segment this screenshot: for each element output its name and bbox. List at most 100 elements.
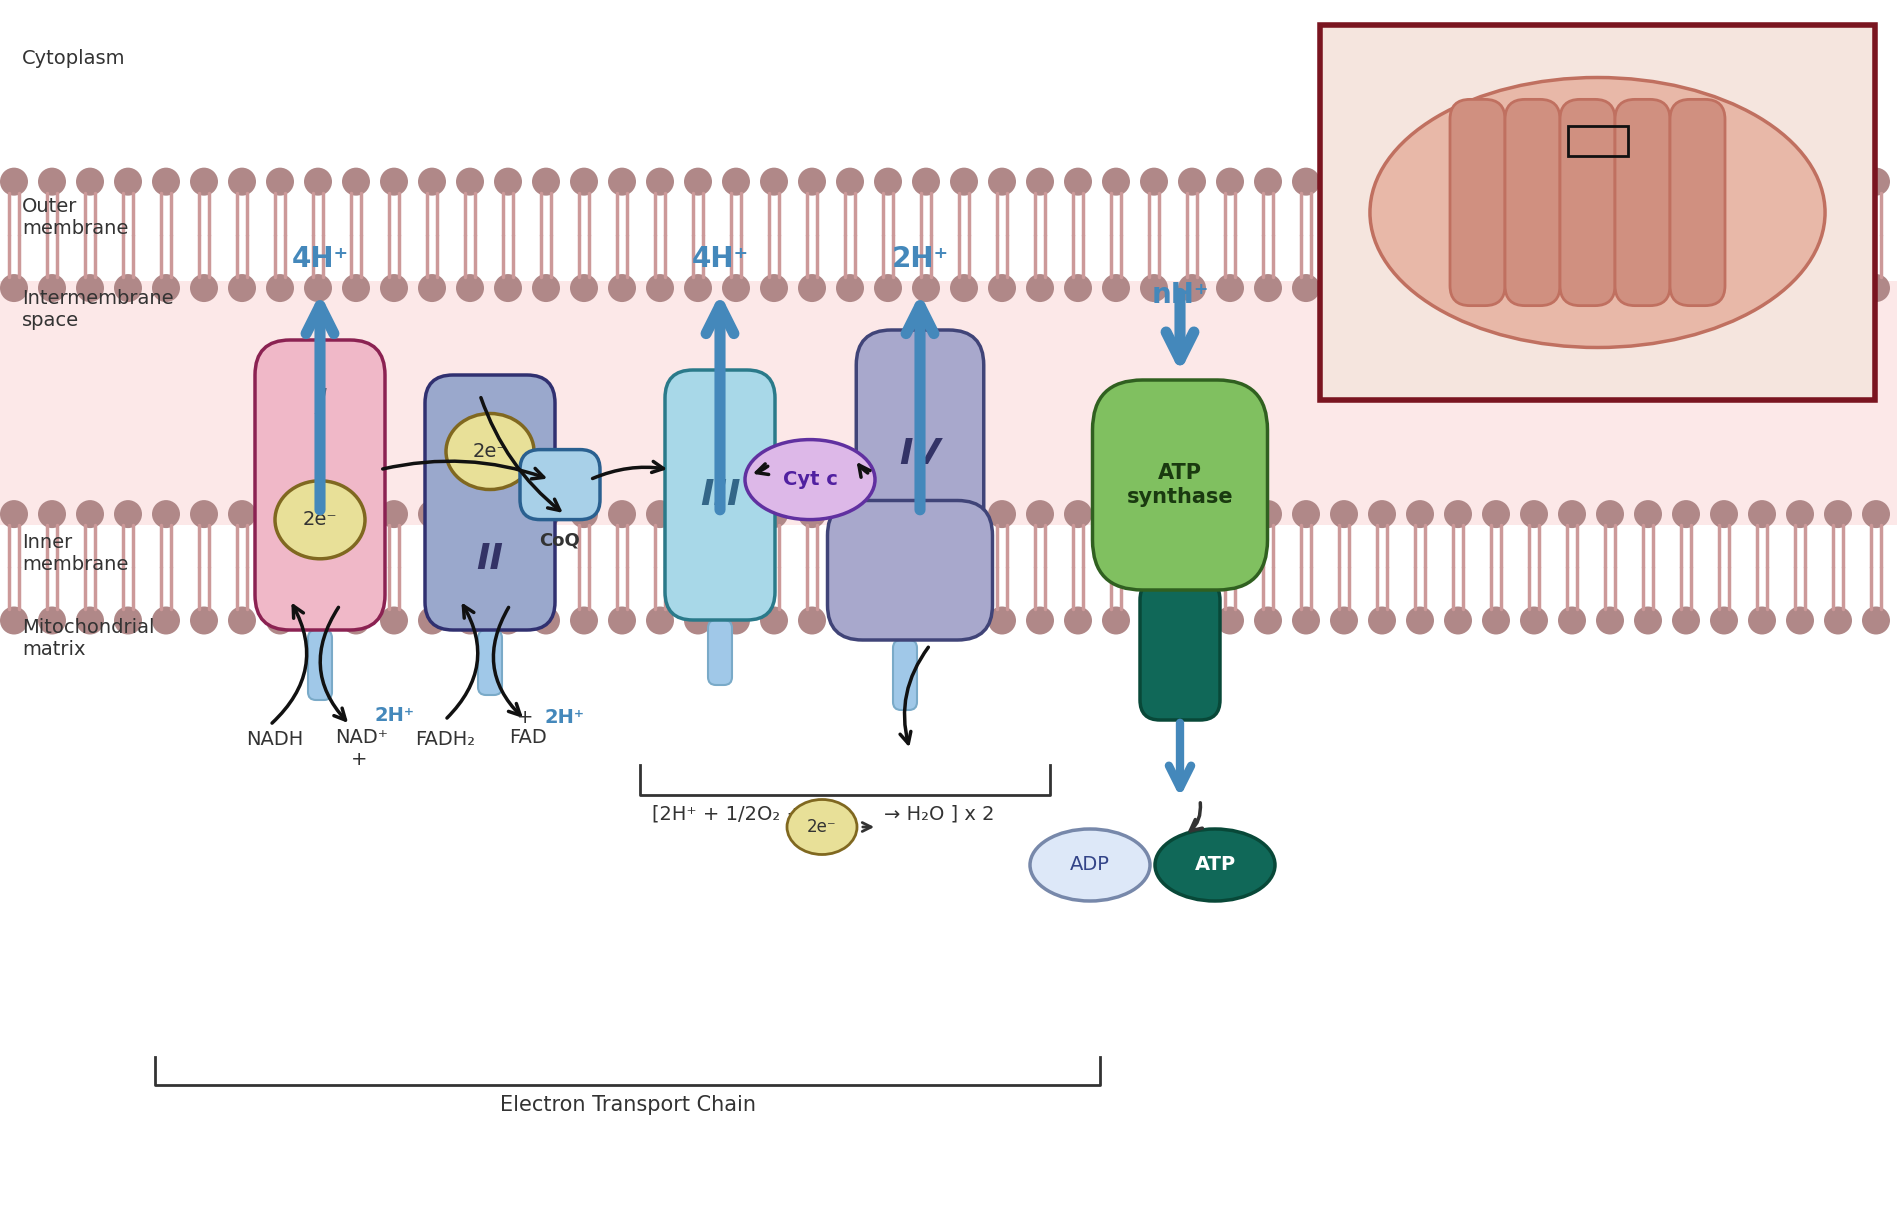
Ellipse shape (647, 500, 673, 528)
Ellipse shape (379, 167, 408, 195)
FancyBboxPatch shape (856, 329, 985, 547)
Text: Outer
membrane: Outer membrane (23, 198, 129, 238)
Text: Intermembrane
space: Intermembrane space (23, 289, 175, 329)
Ellipse shape (950, 500, 979, 528)
Ellipse shape (1330, 167, 1358, 195)
Text: IV: IV (899, 437, 941, 471)
Ellipse shape (190, 274, 218, 303)
Ellipse shape (1064, 274, 1093, 303)
FancyBboxPatch shape (827, 500, 992, 640)
Ellipse shape (912, 167, 941, 195)
Ellipse shape (1595, 274, 1624, 303)
FancyBboxPatch shape (254, 340, 385, 630)
Text: FADH₂: FADH₂ (415, 730, 474, 749)
FancyBboxPatch shape (425, 375, 556, 630)
Ellipse shape (799, 274, 825, 303)
Ellipse shape (455, 606, 484, 634)
Ellipse shape (38, 606, 66, 634)
Ellipse shape (1406, 500, 1434, 528)
Ellipse shape (190, 606, 218, 634)
Text: I: I (313, 387, 326, 421)
Ellipse shape (988, 274, 1017, 303)
Ellipse shape (38, 500, 66, 528)
Ellipse shape (1595, 606, 1624, 634)
Ellipse shape (114, 167, 142, 195)
Ellipse shape (38, 274, 66, 303)
Ellipse shape (837, 167, 863, 195)
Bar (0, 0, 1897, 189)
Ellipse shape (1519, 500, 1548, 528)
Ellipse shape (446, 414, 533, 489)
Ellipse shape (1825, 606, 1851, 634)
Ellipse shape (455, 500, 484, 528)
Ellipse shape (1368, 500, 1396, 528)
Ellipse shape (1292, 606, 1320, 634)
Ellipse shape (1709, 500, 1738, 528)
Ellipse shape (1026, 500, 1055, 528)
Ellipse shape (1825, 500, 1851, 528)
Ellipse shape (1178, 167, 1206, 195)
Ellipse shape (1444, 606, 1472, 634)
Ellipse shape (304, 500, 332, 528)
Ellipse shape (912, 500, 941, 528)
Ellipse shape (787, 799, 857, 854)
Text: 2e⁻: 2e⁻ (472, 442, 506, 461)
Ellipse shape (493, 274, 522, 303)
Text: Mitochondrial
matrix: Mitochondrial matrix (23, 619, 154, 659)
Text: Inner
membrane: Inner membrane (23, 533, 129, 573)
Text: NAD⁺: NAD⁺ (336, 728, 389, 747)
Ellipse shape (1519, 606, 1548, 634)
Text: 2H⁺: 2H⁺ (544, 708, 584, 727)
Ellipse shape (569, 500, 598, 528)
Ellipse shape (228, 606, 256, 634)
Ellipse shape (266, 606, 294, 634)
FancyBboxPatch shape (1504, 99, 1559, 306)
Ellipse shape (455, 167, 484, 195)
Ellipse shape (1747, 500, 1776, 528)
Ellipse shape (531, 606, 560, 634)
Ellipse shape (1863, 606, 1889, 634)
Ellipse shape (1785, 500, 1814, 528)
Ellipse shape (152, 606, 180, 634)
Ellipse shape (76, 500, 104, 528)
Ellipse shape (76, 274, 104, 303)
Ellipse shape (1368, 274, 1396, 303)
Ellipse shape (1216, 274, 1244, 303)
Ellipse shape (0, 274, 28, 303)
Ellipse shape (1444, 500, 1472, 528)
Ellipse shape (723, 500, 749, 528)
Ellipse shape (455, 274, 484, 303)
Ellipse shape (417, 606, 446, 634)
Bar (0, 610, 1897, 1220)
Ellipse shape (493, 606, 522, 634)
Ellipse shape (1140, 606, 1169, 634)
Ellipse shape (647, 167, 673, 195)
Ellipse shape (1368, 606, 1396, 634)
FancyBboxPatch shape (1669, 99, 1724, 306)
Ellipse shape (304, 274, 332, 303)
Ellipse shape (1785, 167, 1814, 195)
Ellipse shape (1178, 500, 1206, 528)
Ellipse shape (1330, 606, 1358, 634)
Text: 4H⁺: 4H⁺ (691, 244, 749, 272)
Ellipse shape (1140, 500, 1169, 528)
Ellipse shape (912, 606, 941, 634)
Ellipse shape (190, 167, 218, 195)
Ellipse shape (1155, 830, 1275, 902)
Ellipse shape (761, 167, 787, 195)
Text: [2H⁺ + 1/2O₂ +: [2H⁺ + 1/2O₂ + (653, 805, 810, 824)
Ellipse shape (685, 167, 711, 195)
Bar (0, 281, 1897, 525)
Ellipse shape (1863, 274, 1889, 303)
Ellipse shape (1709, 274, 1738, 303)
Ellipse shape (1863, 500, 1889, 528)
Text: 4H⁺: 4H⁺ (292, 244, 349, 272)
Ellipse shape (1064, 606, 1093, 634)
Ellipse shape (1671, 274, 1700, 303)
FancyBboxPatch shape (1093, 379, 1267, 590)
Ellipse shape (493, 167, 522, 195)
Ellipse shape (1444, 274, 1472, 303)
FancyBboxPatch shape (708, 620, 732, 684)
Ellipse shape (1482, 606, 1510, 634)
Ellipse shape (1785, 274, 1814, 303)
